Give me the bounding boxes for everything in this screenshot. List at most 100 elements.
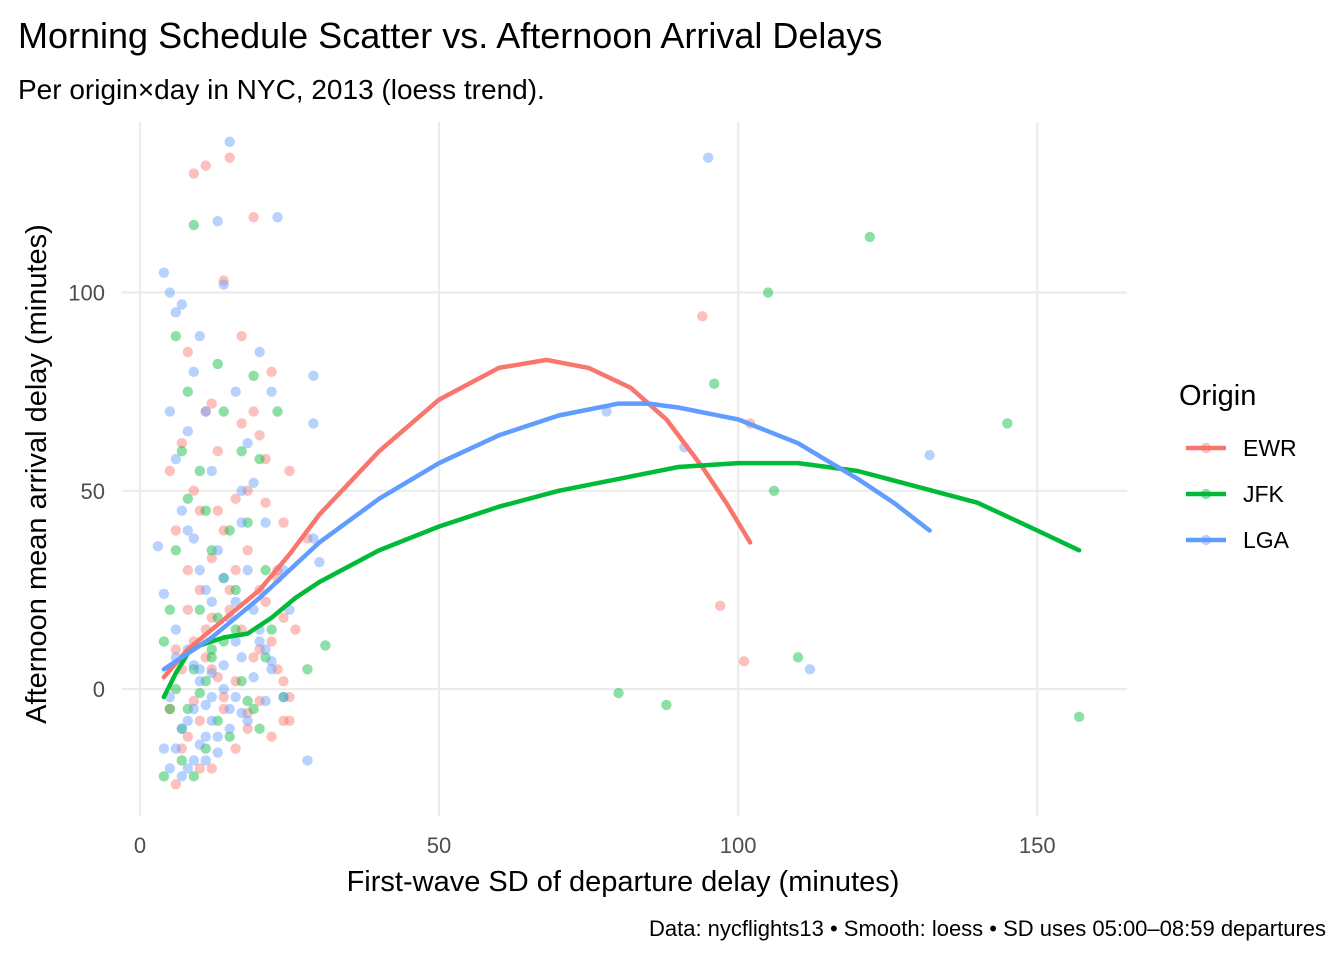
scatter-point: [804, 664, 816, 675]
y-tick-label: 50: [81, 479, 105, 504]
scatter-point: [236, 675, 247, 687]
scatter-point: [182, 525, 194, 536]
scatter-point: [230, 596, 241, 608]
scatter-point: [206, 691, 217, 703]
scatter-point: [230, 493, 241, 504]
scatter-point: [164, 604, 176, 615]
scatter-point: [230, 564, 241, 576]
scatter-point: [242, 517, 253, 528]
scatter-point: [224, 136, 235, 148]
scatter-point: [170, 453, 182, 465]
scatter-point: [230, 675, 241, 687]
scatter-point: [242, 564, 253, 576]
scatter-point: [182, 703, 194, 715]
scatter-point: [224, 703, 235, 715]
scatter-point: [164, 465, 176, 477]
legend-label: JFK: [1243, 481, 1285, 507]
scatter-point: [200, 505, 211, 516]
scatter-point: [260, 564, 271, 576]
scatter-point: [260, 695, 271, 707]
scatter-point: [194, 330, 205, 342]
x-tick-label: 50: [427, 833, 451, 858]
scatter-point: [188, 219, 199, 231]
scatter-point: [212, 545, 223, 556]
scatter-point: [170, 545, 182, 556]
scatter-point: [206, 398, 217, 409]
chart-caption: Data: nycflights13 • Smooth: loess • SD …: [649, 916, 1326, 941]
scatter-point: [1073, 711, 1085, 723]
scatter-point: [194, 564, 205, 576]
scatter-point: [242, 715, 253, 727]
scatter-point: [164, 763, 176, 774]
chart-subtitle: Per origin×day in NYC, 2013 (loess trend…: [18, 74, 545, 105]
scatter-point: [697, 311, 708, 322]
series-lga-points: [152, 136, 935, 782]
scatter-point: [206, 715, 217, 727]
scatter-point: [218, 279, 229, 290]
scatter-point: [200, 584, 211, 596]
scatter-point: [738, 656, 750, 667]
scatter-point: [218, 525, 229, 536]
scatter-point: [212, 505, 223, 516]
legend-title: Origin: [1179, 380, 1256, 412]
scatter-point: [254, 695, 265, 707]
scatter-point: [248, 652, 259, 663]
scatter-point: [661, 699, 672, 711]
trend-line-jfk: [161, 460, 1082, 700]
scatter-point: [284, 715, 295, 727]
scatter-point: [176, 755, 188, 766]
scatter-point: [188, 755, 199, 766]
scatter-point: [260, 517, 271, 528]
scatter-point: [613, 687, 624, 699]
scatter-point: [266, 656, 277, 667]
scatter-point: [715, 600, 726, 612]
scatter-point: [272, 406, 283, 417]
scatter-point: [236, 517, 247, 528]
scatter-point: [206, 612, 217, 623]
scatter-point: [272, 664, 283, 675]
legend-item-lga: LGA: [1186, 527, 1290, 553]
scatter-point: [260, 644, 271, 655]
scatter-point: [242, 707, 253, 719]
scatter-point: [182, 763, 194, 774]
scatter-point: [236, 485, 247, 497]
scatter-point: [248, 370, 259, 382]
scatter-point: [194, 465, 205, 477]
scatter-point: [278, 715, 289, 727]
x-axis-ticks: 0 50 100 150: [134, 833, 1056, 858]
scatter-point: [308, 418, 319, 429]
chart-title: Morning Schedule Scatter vs. Afternoon A…: [18, 15, 882, 56]
scatter-point: [182, 731, 194, 742]
scatter-point: [200, 699, 211, 711]
scatter-point: [230, 584, 241, 596]
scatter-point: [254, 346, 265, 358]
scatter-point: [206, 545, 217, 556]
scatter-point: [762, 287, 774, 298]
scatter-point: [290, 624, 301, 635]
scatter-point: [182, 604, 194, 615]
scatter-point: [218, 683, 229, 695]
scatter-point: [164, 703, 176, 715]
scatter-point: [248, 211, 259, 223]
scatter-point: [188, 695, 199, 707]
scatter-point: [164, 406, 176, 417]
scatter-point: [242, 545, 253, 556]
scatter-point: [170, 644, 182, 655]
scatter-point: [218, 703, 229, 715]
scatter-point: [864, 231, 875, 243]
scatter-point: [206, 596, 217, 608]
scatter-point: [218, 691, 229, 703]
scatter-point: [176, 771, 188, 782]
scatter-point: [320, 640, 331, 651]
scatter-point: [224, 525, 235, 536]
scatter-point: [206, 644, 217, 655]
scatter-point: [200, 406, 211, 417]
scatter-point: [272, 211, 283, 223]
scatter-point: [170, 743, 182, 754]
scatter-point: [248, 703, 259, 715]
scatter-point: [206, 553, 217, 564]
trend-line-ewr: [161, 357, 753, 680]
scatter-point: [158, 267, 170, 278]
scatter-point: [206, 465, 217, 477]
scatter-point: [176, 299, 188, 310]
